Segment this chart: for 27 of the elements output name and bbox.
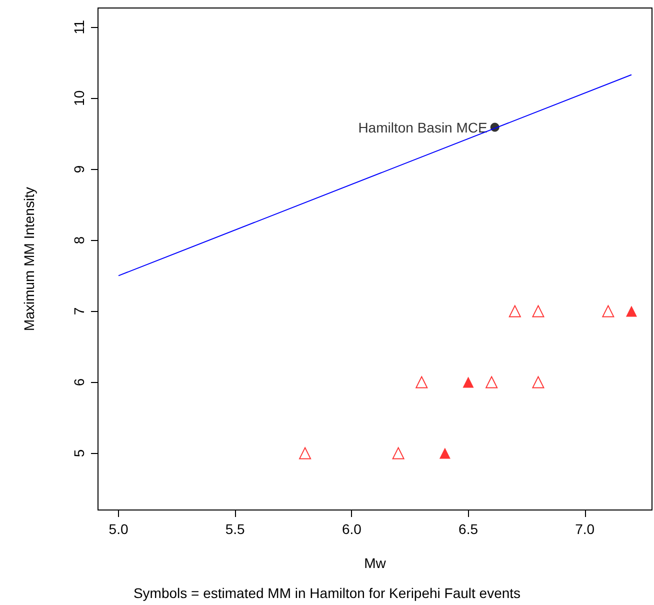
y-tick-label: 8: [71, 236, 87, 244]
x-axis-title: Mw: [364, 555, 387, 571]
y-tick-label: 11: [71, 20, 87, 34]
y-tick-label: 5: [71, 449, 87, 458]
point: [602, 305, 614, 318]
point: [532, 376, 544, 388]
point: [416, 376, 428, 388]
y-tick-label: 7: [71, 307, 87, 316]
point: [626, 306, 637, 317]
x-tick-label: 5.0: [108, 521, 128, 537]
point: [508, 305, 521, 318]
x-tick-label: 5.5: [225, 521, 246, 537]
x-tick-label: 6.0: [342, 521, 362, 537]
point: [532, 305, 544, 318]
y-tick-label: 6: [71, 378, 87, 386]
point: [299, 447, 312, 460]
text: Symbols = estimated MM in Hamilton for Keripehi Fault events: [133, 585, 521, 601]
y-tick-label: 10: [71, 90, 87, 106]
point: [439, 448, 450, 459]
x-tick-label: 6.5: [458, 521, 478, 537]
point: [486, 376, 498, 388]
y-tick-label: 9: [71, 165, 87, 174]
annotation: Hamilton Basin MCE: [358, 119, 488, 136]
x-tick-label: 7.0: [575, 521, 595, 537]
point: [462, 376, 474, 388]
y-axis-title: Maximum MM Intensity: [21, 187, 37, 331]
point: [392, 447, 404, 460]
